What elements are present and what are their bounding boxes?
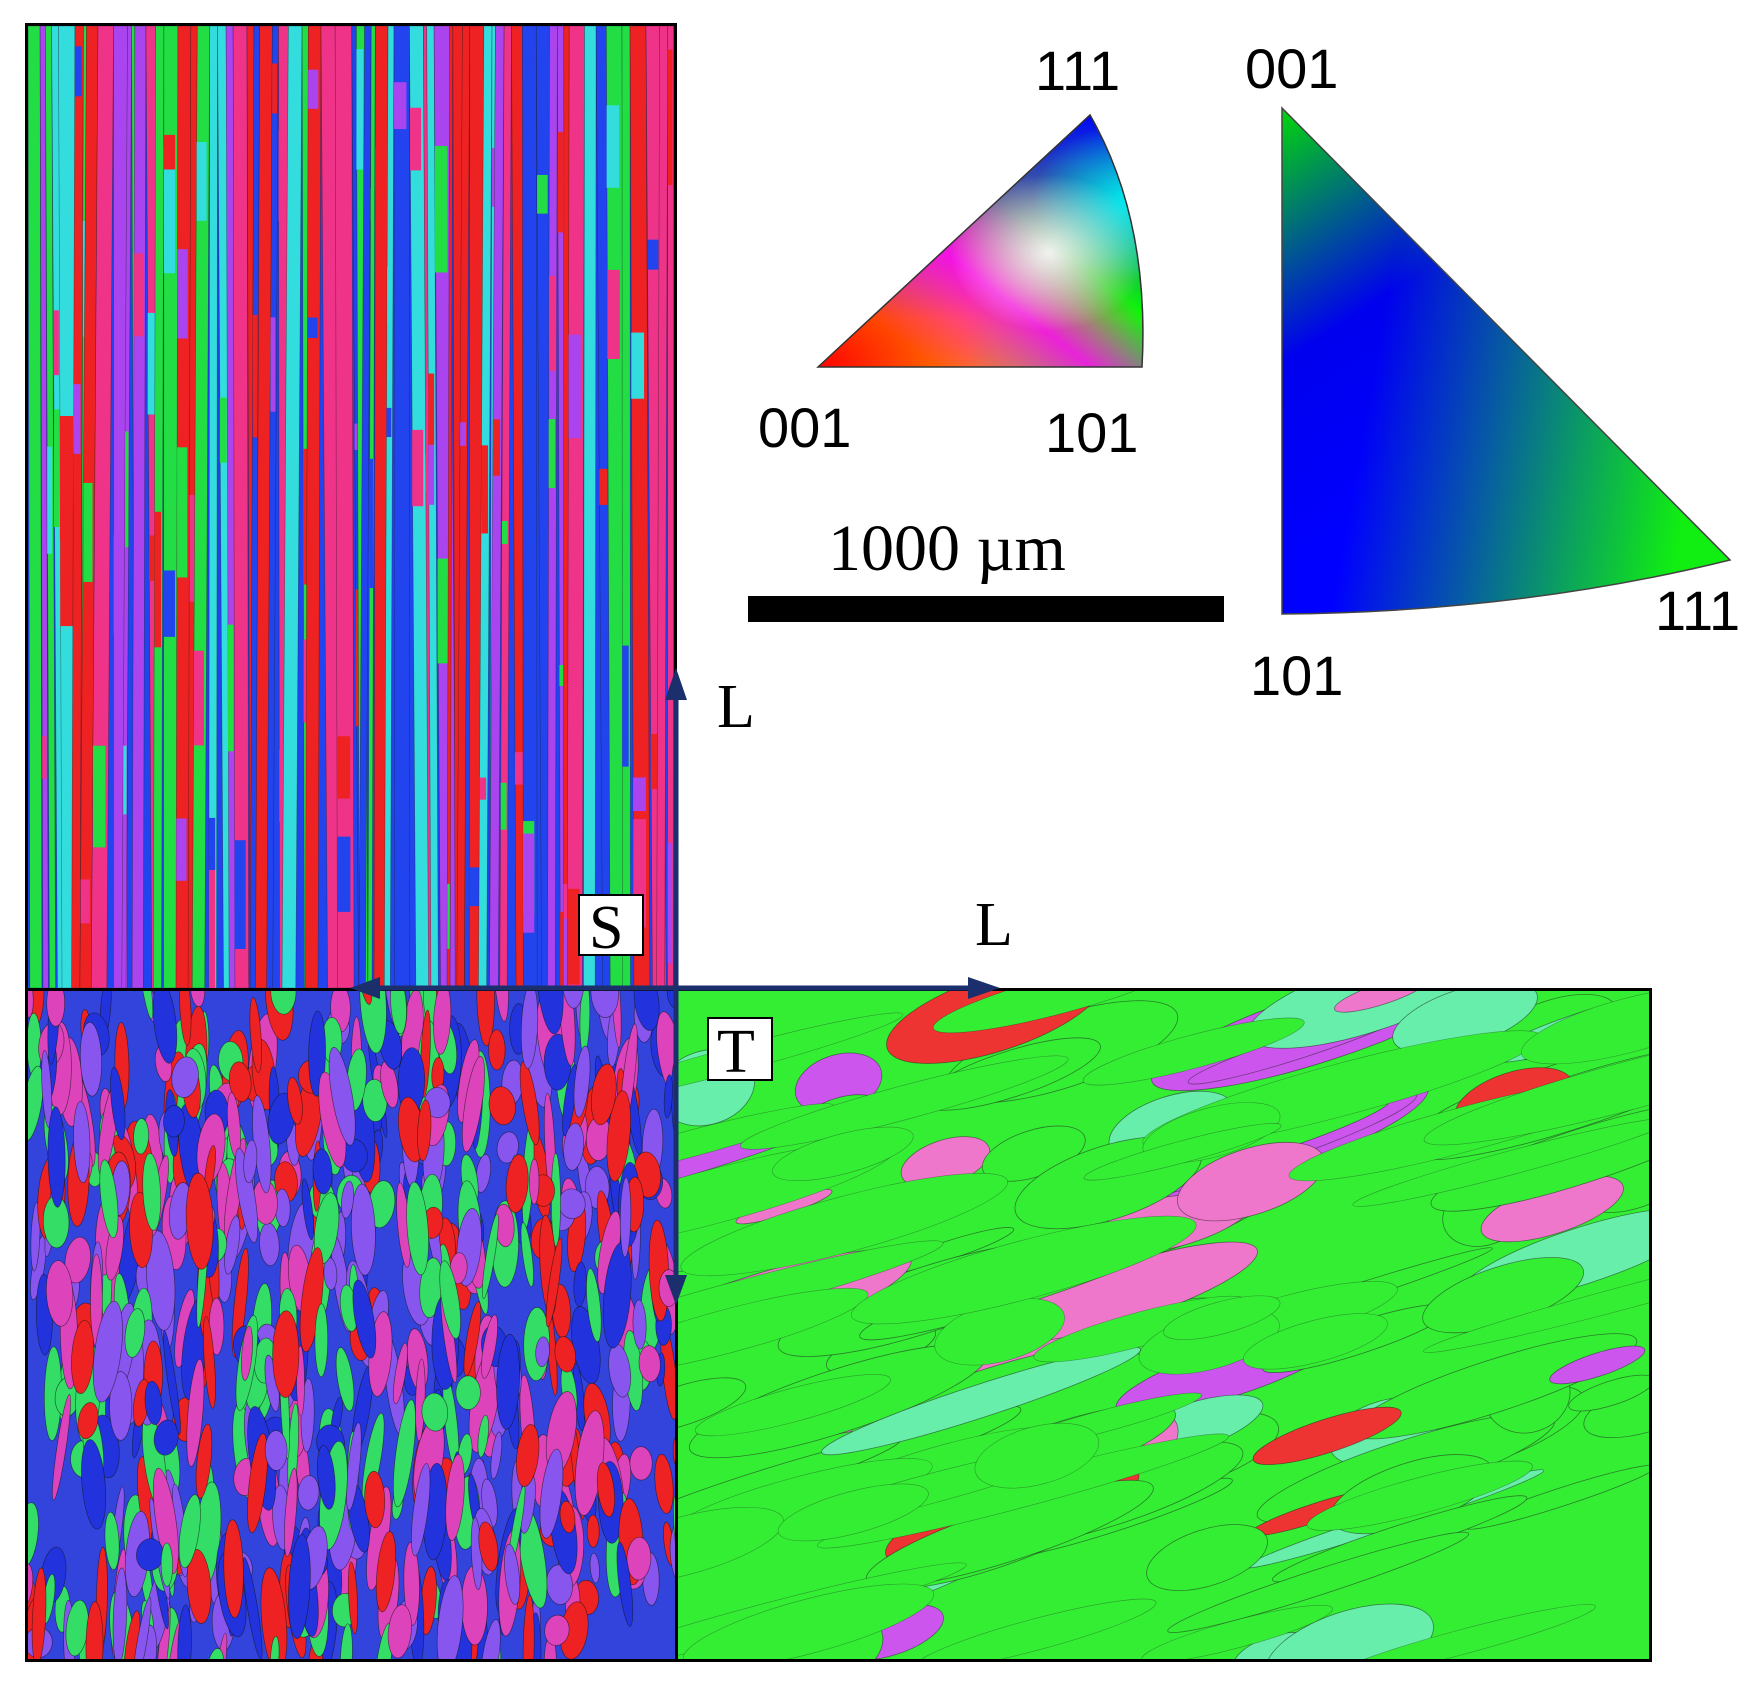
ipf-color-key-triangle — [816, 113, 1144, 368]
axis-label-horizontal: L — [975, 891, 1013, 959]
ipf-blue-green-key-triangle — [1281, 106, 1732, 615]
ebsd-map-top-left — [25, 23, 677, 991]
scale-bar — [748, 596, 1224, 622]
ebsd-map-bottom-right-image — [678, 991, 1649, 1659]
ebsd-map-bottom-left-image — [28, 991, 676, 1659]
scale-bar-label: 1000 µm — [828, 512, 1066, 585]
ebsd-map-bottom-left — [25, 988, 679, 1662]
ipf-color-label-001: 001 — [758, 396, 851, 459]
ebsd-map-bottom-right — [675, 988, 1652, 1662]
ipf-color-label-111: 111 — [1035, 39, 1120, 102]
axis-label-vertical: L — [717, 673, 755, 741]
ipf-blue-green-label-001: 001 — [1245, 37, 1338, 100]
ipf-blue-green-label-111: 111 — [1655, 579, 1740, 642]
ipf-color-label-101: 101 — [1045, 401, 1138, 464]
ipf-blue-green-label-101: 101 — [1250, 644, 1343, 707]
ebsd-map-top-left-image — [28, 26, 674, 988]
